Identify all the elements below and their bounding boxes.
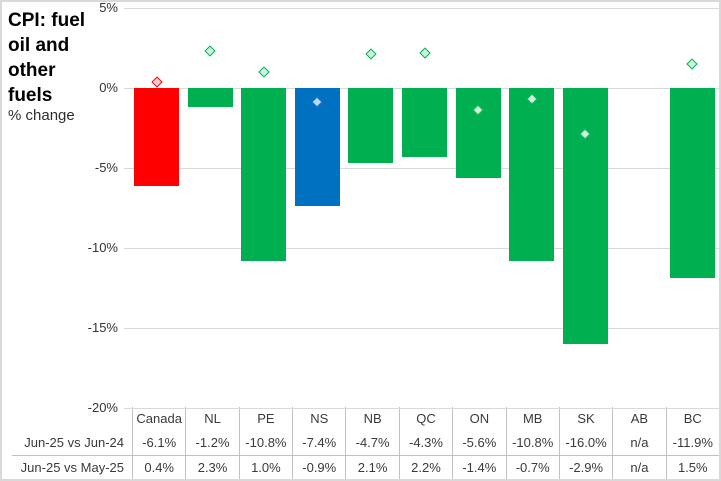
- value-cell-PE: -10.8%: [238, 430, 292, 455]
- value-cell-NB: -4.7%: [345, 430, 398, 455]
- column-header-NS: NS: [292, 407, 345, 430]
- table-header-row: Canada NL PE NS NB QC ON MB SK AB BC: [2, 407, 719, 430]
- gridline--10%: [124, 248, 719, 249]
- value-cell-QC: 2.2%: [398, 455, 452, 479]
- y-axis-tick-label: 0%: [99, 80, 118, 95]
- value-cell-AB: n/a: [612, 430, 665, 455]
- value-cell-PE: 1.0%: [238, 455, 292, 479]
- bar-PE: [241, 88, 287, 261]
- bar-MB: [509, 88, 555, 261]
- diamond-marker-NL: [204, 45, 216, 57]
- table-row: Jun-25 vs May-25 0.4% 2.3% 1.0% -0.9% 2.1% 2.2…: [2, 455, 719, 479]
- column-header-SK: SK: [558, 407, 612, 430]
- bar-BC: [669, 88, 715, 279]
- gridline--20%: [124, 408, 719, 409]
- value-cell-NB: 2.1%: [345, 455, 398, 479]
- row-label: Jun-25 vs May-25: [20, 459, 124, 475]
- table-row-divider: [12, 455, 719, 456]
- bar-Canada: [134, 88, 180, 186]
- column-header-Canada: Canada: [132, 407, 185, 430]
- diamond-marker-PE: [258, 66, 270, 78]
- diamond-marker-BC: [686, 58, 698, 70]
- column-header-AB: AB: [612, 407, 665, 430]
- value-cell-BC: 1.5%: [665, 455, 719, 479]
- value-cell-ON: -5.6%: [452, 430, 505, 455]
- value-cell-ON: -1.4%: [452, 455, 505, 479]
- gridline-5%: [124, 8, 719, 9]
- chart-title: CPI: fuel oil and other fuels: [8, 10, 86, 106]
- y-axis-tick-label: 5%: [99, 0, 118, 15]
- column-header-BC: BC: [665, 407, 719, 430]
- value-cell-BC: -11.9%: [665, 430, 719, 455]
- column-header-QC: QC: [398, 407, 452, 430]
- bar-NL: [187, 88, 233, 108]
- value-cell-NS: -7.4%: [292, 430, 345, 455]
- column-header-ON: ON: [452, 407, 505, 430]
- value-cell-MB: -0.7%: [505, 455, 559, 479]
- value-cell-AB: n/a: [612, 455, 665, 479]
- y-axis-tick-label: -10%: [87, 240, 118, 255]
- bar-NB: [348, 88, 394, 164]
- column-header-PE: PE: [238, 407, 292, 430]
- column-header-NB: NB: [345, 407, 398, 430]
- diamond-marker-NB: [365, 48, 377, 61]
- diamond-marker-QC: [418, 47, 431, 59]
- column-header-NL: NL: [185, 407, 238, 430]
- value-cell-QC: -4.3%: [398, 430, 452, 455]
- y-axis-tick-label: -15%: [87, 320, 118, 335]
- value-cell-NS: -0.9%: [292, 455, 345, 479]
- table-row: Jun-25 vs Jun-24 -6.1% -1.2% -10.8% -7.4% -4.…: [2, 430, 719, 455]
- row-label: Jun-25 vs Jun-24: [24, 435, 124, 450]
- bar-QC: [402, 88, 447, 157]
- value-cell-NL: -1.2%: [185, 430, 238, 455]
- bar-NS: [294, 88, 340, 207]
- chart-units-label: % change: [8, 107, 75, 124]
- value-cell-SK: -2.9%: [558, 455, 612, 479]
- chart-data-table: Canada NL PE NS NB QC ON MB SK AB BC Jun-25 vs Jun-…: [2, 407, 719, 479]
- y-axis-tick-label: -20%: [87, 400, 118, 415]
- bar-SK: [562, 88, 608, 344]
- gridline--5%: [124, 168, 719, 169]
- column-header-MB: MB: [505, 407, 559, 430]
- value-cell-Canada: 0.4%: [132, 455, 185, 479]
- value-cell-NL: 2.3%: [185, 455, 238, 479]
- value-cell-SK: -16.0%: [558, 430, 612, 455]
- bar-ON: [455, 88, 501, 178]
- value-cell-Canada: -6.1%: [132, 430, 185, 455]
- diamond-marker-Canada: [151, 75, 163, 88]
- gridline--15%: [124, 328, 719, 329]
- y-axis-tick-label: -5%: [94, 160, 118, 175]
- value-cell-MB: -10.8%: [505, 430, 559, 455]
